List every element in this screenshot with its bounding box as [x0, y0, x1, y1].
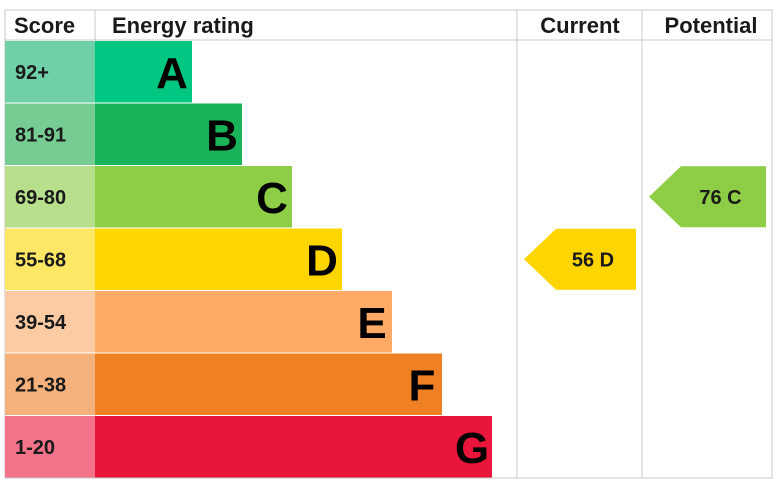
band-bar-d	[95, 228, 342, 290]
band-letter-d: D	[306, 236, 338, 285]
potential-rating-label: 76 C	[699, 187, 741, 209]
score-range-c: 69-80	[15, 187, 66, 209]
score-range-b: 81-91	[15, 124, 66, 146]
rating-arrows: 56 D 76 C	[524, 166, 766, 290]
band-letter-c: C	[256, 174, 288, 223]
current-rating-arrow	[524, 228, 636, 290]
score-cell-e	[5, 291, 95, 353]
score-range-g: 1-20	[15, 437, 55, 459]
current-header: Current	[540, 13, 620, 38]
band-bar-f	[95, 353, 442, 415]
score-cell-c	[5, 166, 95, 228]
band-letter-e: E	[357, 299, 386, 348]
score-range-f: 21-38	[15, 374, 66, 396]
current-rating-label: 56 D	[572, 249, 614, 271]
band-letter-g: G	[455, 424, 489, 473]
score-range-d: 55-68	[15, 249, 66, 271]
score-cell-f	[5, 353, 95, 415]
score-cell-b	[5, 103, 95, 165]
score-cell-a	[5, 41, 95, 103]
score-range-a: 92+	[15, 62, 49, 84]
score-cell-g	[5, 416, 95, 478]
band-bar-b	[95, 103, 242, 165]
band-bar-a	[95, 41, 192, 103]
band-bar-g	[95, 416, 492, 478]
energy-rating-header: Energy rating	[112, 13, 254, 38]
potential-rating-arrow	[649, 166, 766, 228]
band-letter-f: F	[409, 361, 436, 410]
score-header: Score	[14, 13, 75, 38]
potential-header: Potential	[665, 13, 758, 38]
band-bar-c	[95, 166, 292, 228]
band-bar-e	[95, 291, 392, 353]
band-letter-a: A	[156, 49, 188, 98]
score-range-e: 39-54	[15, 312, 67, 334]
score-cell-d	[5, 228, 95, 290]
band-letter-b: B	[206, 111, 238, 160]
rating-bands: 92+ A 81-91 B 69-80 C 55-68 D 39-54 E 21-38 F 1-20 G	[5, 41, 492, 478]
